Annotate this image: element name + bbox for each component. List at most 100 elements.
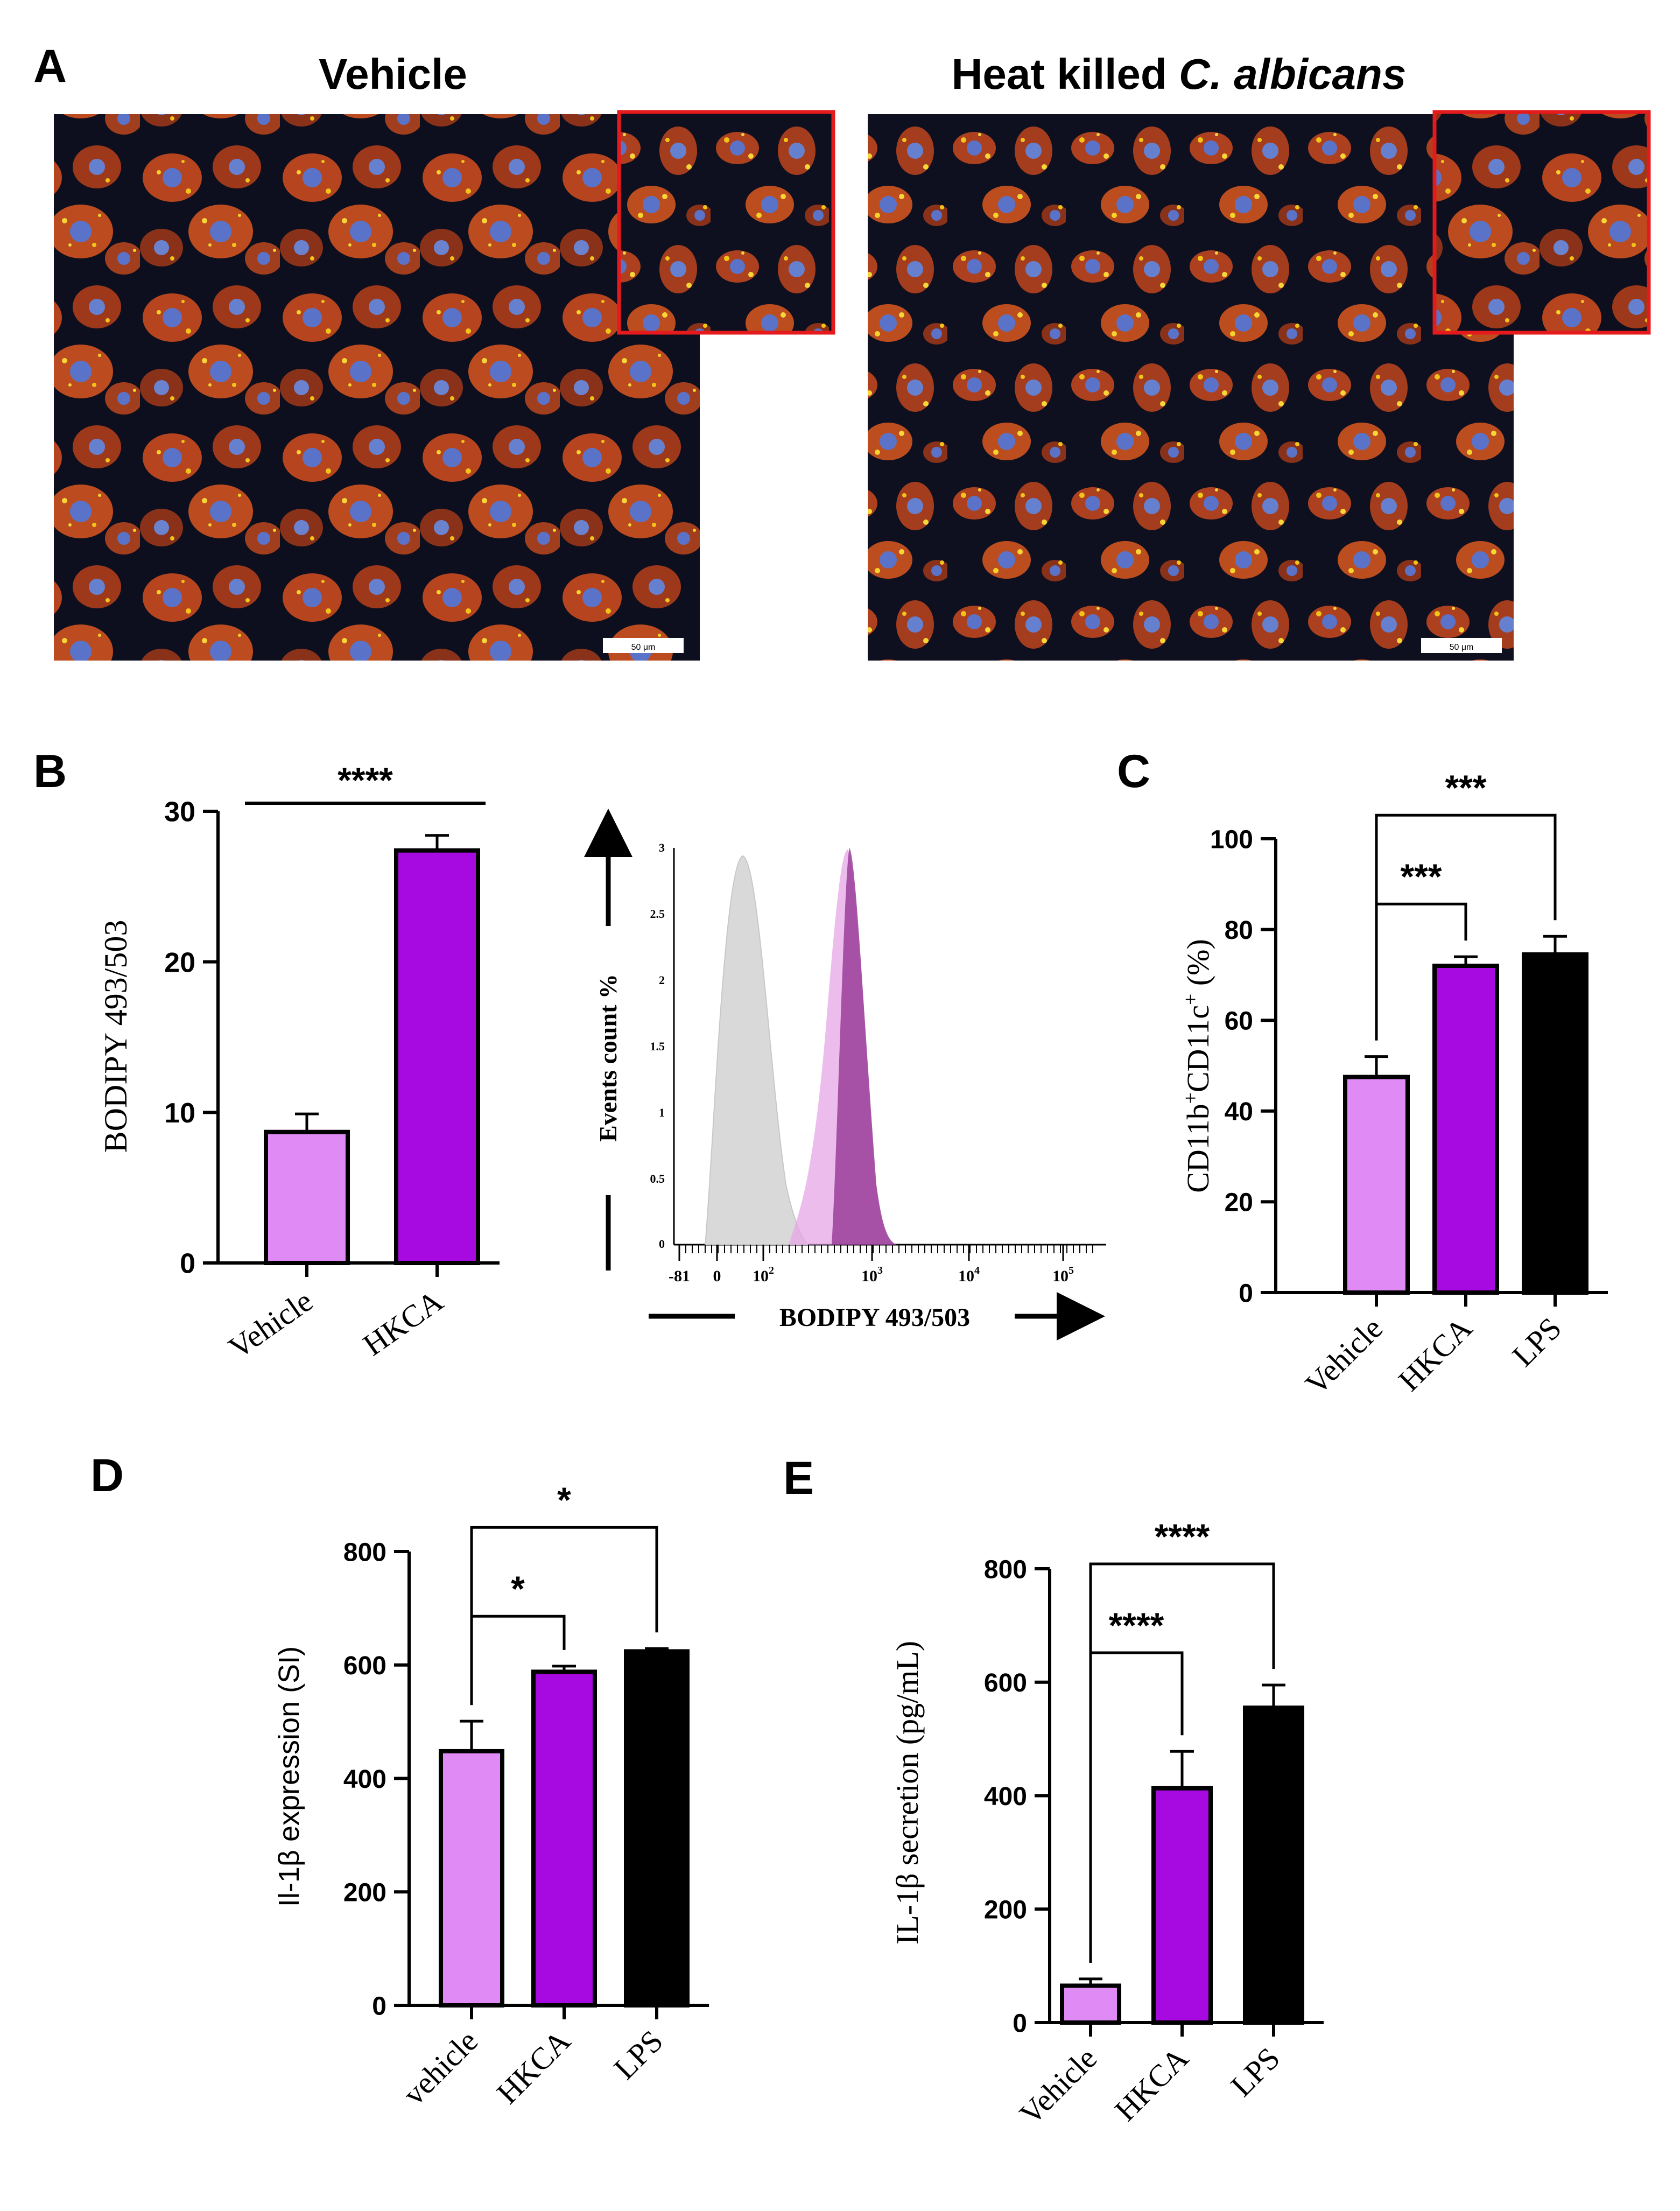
y-tick-label: 0	[1239, 1279, 1253, 1308]
y-tick-label: 800	[343, 1538, 386, 1567]
significance-label: ***	[1400, 857, 1442, 896]
significance-label: ****	[1109, 1605, 1164, 1645]
y-axis-label-part: CD11b	[1180, 1104, 1215, 1192]
histogram-vehicle-curve	[704, 855, 809, 1245]
bar	[1060, 1983, 1121, 2025]
x-category-label: Vehicle	[1013, 2040, 1103, 2131]
y-tick-label: 0	[372, 1992, 386, 2020]
y-tick-label: 40	[1225, 1098, 1253, 1126]
image-title-hkca-species: C. albicans	[1179, 50, 1406, 98]
histogram-y-tick: 1	[659, 1106, 665, 1119]
panel-letter-c: C	[1117, 746, 1150, 797]
y-axis-label-superscript: +	[1179, 994, 1202, 1005]
histogram-y-tick: 0	[659, 1237, 665, 1251]
y-tick-label: 10	[164, 1098, 195, 1129]
micrograph-vehicle-inset	[617, 110, 835, 335]
significance-bracket	[1089, 1562, 1275, 1963]
scale-bar-vehicle	[603, 638, 684, 653]
significance-label: *	[557, 1480, 571, 1520]
histogram-y-tick: 1.5	[650, 1040, 665, 1053]
panel-letter-d: D	[90, 1450, 124, 1501]
micrograph-hkca	[868, 114, 1514, 661]
x-category-label: HKCA	[357, 1283, 449, 1363]
histogram-y-ticks: 3 2.5 2 1.5 1 0.5 0	[650, 841, 665, 1251]
x-category-label: HKCA	[1391, 1310, 1479, 1398]
y-tick-label: 20	[1225, 1189, 1253, 1217]
image-title-hkca: Heat killed C. albicans	[952, 50, 1407, 98]
histogram-y-tick: 2.5	[650, 907, 665, 921]
histogram-x-tick-label: 102	[753, 1265, 774, 1285]
panel-letter-e: E	[783, 1452, 814, 1504]
panel-letter-a: A	[33, 40, 67, 92]
bar	[1151, 1786, 1213, 2025]
significance-bracket	[470, 1526, 658, 1705]
histogram-x-tick-exponent: 5	[1069, 1265, 1074, 1276]
histogram-x-tick-label: 0	[713, 1267, 721, 1285]
y-tick-label: 80	[1225, 916, 1253, 945]
bar-chart-bodipy: 0 10 20 30 Vehicle HKCA BODIPY 493/503 ****	[98, 760, 500, 1365]
y-tick-label: 100	[1210, 825, 1253, 854]
x-category-label: LPS	[1506, 1310, 1569, 1373]
y-tick-label: 400	[984, 1782, 1027, 1811]
bar	[1432, 964, 1499, 1295]
significance-label: ***	[1445, 768, 1486, 808]
histogram-y-label-bg	[595, 926, 622, 1195]
histogram-hkca-dark-curve	[832, 848, 896, 1245]
histogram-y-tick: 2	[659, 973, 665, 987]
significance-label: ****	[1155, 1517, 1210, 1556]
y-tick-label: 0	[180, 1248, 195, 1280]
histogram-bodipy: Events count % 3 2.5 2 1.5 1 0.5 0 -81 0 1…	[584, 809, 1106, 1340]
histogram-x-axis-label: BODIPY 493/503	[779, 1303, 970, 1332]
histogram-y-tick: 0.5	[650, 1172, 665, 1185]
y-tick-label: 30	[164, 797, 195, 828]
image-title-hkca-prefix: Heat killed	[952, 50, 1179, 98]
y-axis-label: IL-1β secretion (pg/mL)	[890, 1641, 925, 1945]
histogram-x-tick-exponent: 2	[769, 1265, 774, 1276]
y-tick-label: 800	[984, 1555, 1027, 1584]
x-category-label: Vehicle	[222, 1283, 319, 1365]
y-axis-label-part: (%)	[1180, 939, 1215, 993]
x-category-label: LPS	[1224, 2040, 1287, 2103]
significance-label: *	[511, 1569, 525, 1609]
panel-letter-b: B	[33, 746, 67, 797]
significance-label: ****	[338, 760, 393, 800]
panel-a: A Vehicle Heat killed C. albicans 50 μm …	[33, 40, 1651, 661]
x-category-label: Vehicle	[1298, 1310, 1389, 1401]
bar	[1243, 1705, 1304, 2025]
y-axis-label: BODIPY 493/503	[98, 920, 133, 1153]
y-tick-label: 200	[343, 1879, 386, 1907]
micrograph-vehicle	[54, 114, 700, 661]
histogram-x-tick-exponent: 4	[974, 1265, 980, 1276]
scale-bar-hkca-label: 50 μm	[1450, 643, 1474, 652]
y-tick-label: 0	[1013, 2009, 1027, 2038]
image-title-vehicle: Vehicle	[319, 50, 467, 98]
y-tick-label: 60	[1225, 1007, 1253, 1035]
histogram-x-tick-label: 104	[958, 1265, 980, 1285]
scale-bar-hkca	[1421, 638, 1502, 653]
bar	[624, 1649, 690, 2008]
histogram-x-tick-label: 105	[1052, 1265, 1074, 1285]
histogram-x-tick-exponent: 3	[877, 1265, 883, 1276]
bar	[394, 848, 480, 1266]
bar	[439, 1749, 504, 2008]
bar	[1343, 1075, 1410, 1295]
y-tick-label: 20	[164, 947, 195, 978]
micrograph-hkca-inset	[1432, 110, 1651, 335]
y-axis-label: Il-1β expression (SI)	[273, 1646, 305, 1907]
y-axis-label: CD11b+CD11c+ (%)	[1179, 939, 1215, 1193]
histogram-x-tick-label: 103	[861, 1265, 883, 1285]
y-axis-label-part: CD11c	[1180, 1005, 1215, 1092]
bar-chart-il1b-secretion: 0 200 400 600 800 Vehicle HKCA LPS IL-1β secreti…	[890, 1517, 1324, 2131]
histogram-y-axis-label: Events count %	[594, 974, 622, 1142]
x-category-label: HKCA	[1108, 2040, 1195, 2128]
significance-bracket	[1375, 813, 1557, 1041]
bar	[264, 1129, 350, 1265]
y-tick-label: 600	[984, 1669, 1027, 1697]
x-category-label: HKCA	[490, 2023, 577, 2110]
histogram-x-tick-label: -81	[669, 1267, 690, 1285]
scale-bar-vehicle-label: 50 μm	[631, 643, 656, 652]
y-tick-label: 400	[343, 1765, 386, 1794]
bar-chart-il1b-expression: 0 200 400 600 800 vehicle HKCA LPS Il-1β express…	[273, 1480, 709, 2112]
